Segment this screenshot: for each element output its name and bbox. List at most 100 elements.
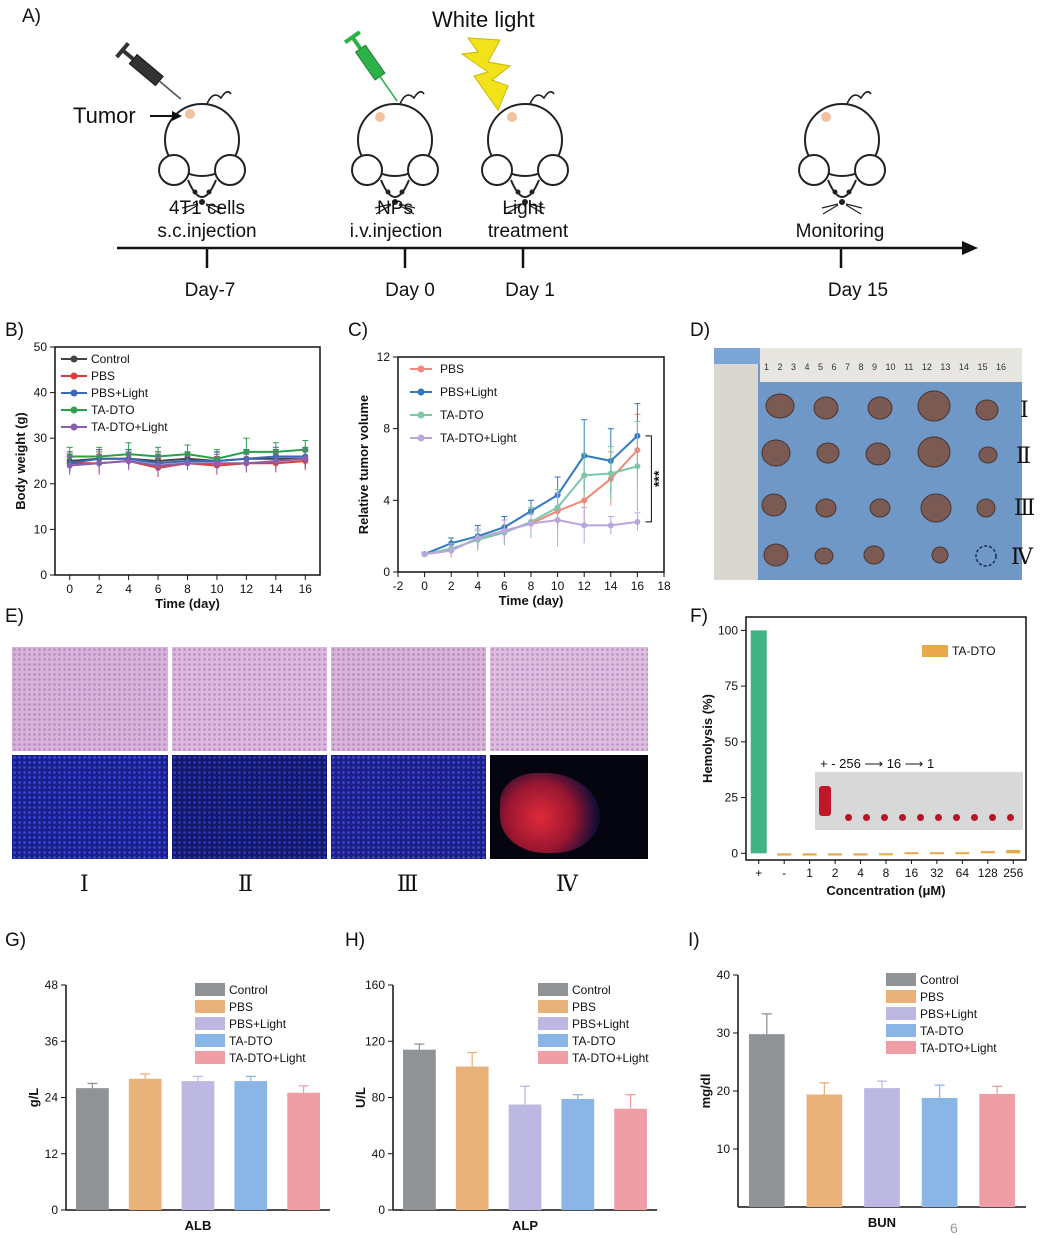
bar-pbs-light (508, 1104, 542, 1210)
legend-marker (70, 372, 78, 380)
x-tick-label: 18 (657, 579, 671, 593)
data-point (66, 462, 73, 469)
x-tick-label: 2 (832, 866, 839, 880)
panel-label-c: C) (348, 320, 369, 341)
legend-label: PBS (440, 362, 464, 376)
y-tick-label: 40 (372, 1147, 386, 1161)
x-axis-label: Time (day) (499, 593, 564, 608)
x-tick-label: 14 (269, 582, 283, 596)
y-tick-label: 0 (51, 1203, 58, 1217)
data-point (581, 497, 588, 504)
legend-swatch (538, 1000, 568, 1013)
bar-positive (750, 630, 767, 854)
bar-8 (879, 853, 893, 856)
legend-label: PBS (91, 369, 115, 383)
he-stain-image-2 (172, 647, 327, 751)
legend-marker (417, 411, 425, 419)
legend-label: TA-DTO (920, 1024, 964, 1038)
legend-swatch (195, 1034, 225, 1047)
legend-marker (417, 388, 425, 396)
data-point (607, 470, 614, 477)
data-point (554, 517, 561, 524)
legend-label: PBS+Light (229, 1017, 287, 1031)
data-point (634, 518, 641, 525)
y-axis-label: mg/dl (698, 1074, 713, 1109)
data-point (272, 458, 279, 464)
bar-negative (777, 853, 792, 856)
bar-ta-dto-light (979, 1093, 1016, 1207)
x-axis-label: ALP (512, 1218, 538, 1233)
bar-ta-dto (561, 1098, 595, 1210)
y-tick-label: 0 (378, 1203, 385, 1217)
x-axis-label: BUN (868, 1215, 896, 1230)
bar-pbs-light (864, 1088, 900, 1207)
he-stain-image-3 (331, 647, 486, 751)
y-tick-label: 160 (365, 978, 385, 992)
x-axis-label: Time (day) (155, 596, 220, 611)
legend-swatch (195, 1051, 225, 1064)
x-tick-label: 16 (299, 582, 313, 596)
light-label: White light (432, 7, 535, 32)
alp-chart: 0 40 80 120 160 U/L ALP Control PBS PBS+Light TA-D… (353, 978, 657, 1233)
day-label-1: Day-7 (184, 280, 236, 301)
fluorescence-image-1 (12, 755, 168, 859)
y-axis-label: Hemolysis (%) (700, 694, 715, 783)
legend-swatch (538, 1034, 568, 1047)
y-axis-label: Body weight (g) (13, 412, 28, 510)
y-tick-label: 80 (372, 1091, 386, 1105)
x-tick-label: 4 (857, 866, 864, 880)
legend-marker (70, 423, 78, 431)
panel-label-b: B) (5, 320, 24, 341)
x-axis-label: Concentration (μM) (826, 883, 945, 898)
x-tick-label: 16 (905, 866, 919, 880)
fluorescence-image-4 (490, 755, 648, 859)
legend-label: PBS+Light (440, 385, 498, 399)
x-tick-label: 2 (448, 579, 455, 593)
he-group-3: Ⅲ (397, 872, 419, 897)
bar-ta-dto (921, 1097, 958, 1207)
data-point (125, 458, 132, 464)
he-group-1: Ⅰ (80, 872, 89, 897)
bar-ta-dto-light (287, 1092, 320, 1210)
bar-control (748, 1034, 785, 1207)
legend-label: TA-DTO (572, 1034, 616, 1048)
day-label-4: Day 15 (827, 280, 889, 301)
y-tick-label: 30 (717, 1026, 731, 1040)
treatment-schematic (115, 30, 978, 268)
legend-label: Control (572, 983, 611, 997)
legend-swatch (886, 1024, 916, 1037)
legend-swatch (195, 1000, 225, 1013)
y-tick-label: 20 (717, 1084, 731, 1098)
x-tick-label: 10 (551, 579, 565, 593)
x-tick-label: 16 (631, 579, 645, 593)
legend-marker (417, 365, 425, 373)
x-tick-label: 4 (125, 582, 132, 596)
x-tick-label: + (755, 866, 762, 880)
x-tick-label: 8 (184, 582, 191, 596)
lightning-icon (460, 37, 512, 112)
bun-chart: 10 20 30 40 mg/dl BUN Control PBS PBS+Light TA-DT… (698, 968, 1026, 1230)
y-tick-label: 10 (717, 1142, 731, 1156)
x-axis-label: ALB (185, 1218, 212, 1233)
x-tick-label: 4 (474, 579, 481, 593)
bar-64 (955, 852, 970, 855)
x-tick-label: 12 (578, 579, 592, 593)
y-tick-label: 40 (34, 386, 48, 400)
empty-circle-icon (975, 545, 997, 567)
tumor-icon (185, 109, 831, 122)
data-point (243, 448, 250, 455)
data-point (501, 527, 508, 534)
timeline-arrow-icon (962, 241, 978, 255)
bar-32 (929, 852, 944, 855)
step2-line1: NPs (377, 198, 413, 219)
y-tick-label: 0 (731, 846, 738, 860)
x-tick-label: 2 (96, 582, 103, 596)
body-weight-chart: 0 10 20 30 40 50 0 2 4 6 8 10 12 14 16 Time (day) Body w… (13, 340, 321, 611)
y-tick-label: 12 (377, 350, 391, 364)
legend-label: PBS+Light (572, 1017, 630, 1031)
panel-label-i: I) (688, 930, 700, 951)
x-tick-label: 1 (806, 866, 813, 880)
y-tick-label: 36 (45, 1034, 59, 1048)
legend-swatch (886, 1007, 916, 1020)
